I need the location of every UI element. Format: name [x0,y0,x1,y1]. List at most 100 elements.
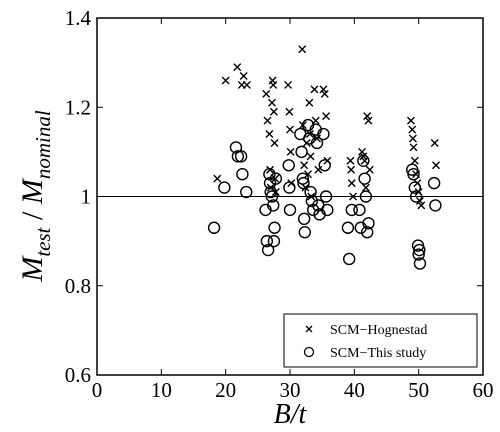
hognestad-point [346,156,355,165]
y-label-m2: M [16,177,49,205]
hognestad-point [417,201,426,210]
hognestad-point [305,98,314,107]
plot-frame [96,17,484,376]
this-study-point [298,225,311,239]
this-study-point [407,167,420,181]
x-tick-label: 50 [408,378,429,402]
this-study-point [283,203,297,217]
hognestad-point [363,112,372,121]
x-tick-label: 20 [215,378,236,402]
hognestad-point [310,85,319,94]
this-study-point [412,248,425,261]
hognestad-point [285,107,294,116]
this-study-point [304,185,317,199]
y-tick-label: 1.2 [65,95,91,119]
y-label-divider: / [16,204,49,227]
x-tick-label: 40 [344,378,365,402]
this-study-point [267,199,280,212]
hognestad-point [359,152,368,161]
this-study-point [357,154,370,168]
hognestad-point [242,80,251,89]
this-study-point [297,176,310,190]
this-study-point [305,194,319,208]
x-axis-label-main: B [274,399,291,430]
this-study-point [429,199,442,212]
hognestad-point [271,174,280,183]
this-study-point [268,221,281,234]
hognestad-point [408,134,417,143]
hognestad-point [365,165,374,174]
this-study-point [341,221,355,234]
hognestad-point [263,116,272,125]
this-study-point [317,127,330,141]
hognestad-point [364,116,373,125]
this-study-point [234,150,248,163]
legend-marker-x [305,325,313,333]
x-tick-label: 60 [473,378,494,402]
this-study-point [362,217,375,230]
this-study-point [345,203,358,217]
hognestad-point [314,165,323,174]
hognestad-point [347,179,356,188]
hognestad-point [266,165,275,174]
this-study-point [283,181,296,194]
y-tick-label: 1 [81,185,92,209]
this-study-point [231,150,245,163]
x-axis-label-rest: /t [289,399,308,430]
this-study-point [353,203,366,217]
hognestad-point [322,112,331,121]
this-study-point [358,172,371,185]
this-study-point [408,181,422,194]
y-label-sub1: test [31,226,55,256]
hognestad-point [347,165,356,174]
this-study-point [413,243,426,257]
this-study-point [265,190,279,203]
hognestad-point [430,138,439,147]
hognestad-point [306,152,315,161]
hognestad-point [284,80,293,89]
y-ticks: 0.6 0.8 1 1.2 1.4 [65,6,483,387]
this-study-point [267,234,281,248]
this-study-point [319,190,333,203]
this-study-point [409,190,423,203]
data-points [207,45,442,270]
hognestad-point [409,143,418,152]
hognestad-point [286,147,295,156]
hognestad-point [361,183,370,192]
this-study-point [342,252,356,266]
x-axis-label: B/t [274,399,308,430]
y-axis-label: Mtest / Mnominal [16,110,55,283]
hognestad-point [213,174,222,183]
this-study-point [207,221,221,234]
hognestad-point [221,76,230,85]
this-study-point [359,190,373,203]
hognestad-point [265,130,274,139]
y-label-sub2: nominal [31,110,55,179]
this-study-point [427,176,441,190]
hognestad-point [269,107,278,116]
this-study-point [310,136,324,150]
y-tick-label: 1.4 [65,6,92,30]
hognestad-point [319,85,328,94]
legend-marker-o [303,346,315,358]
hognestad-point [269,80,278,89]
hognestad-point [304,170,313,179]
this-study-point [261,243,275,257]
y-label-m1: M [16,255,49,283]
this-study-point [295,145,308,159]
this-study-point [240,185,253,199]
hognestad-point [239,72,248,81]
this-study-point [296,172,310,185]
this-study-point [361,225,374,239]
hognestad-point [360,156,369,165]
this-study-point [321,203,334,217]
x-ticks: 0 10 20 30 40 50 60 [92,18,494,402]
hognestad-point [270,138,279,147]
this-study-point [297,212,311,226]
hognestad-point [286,125,294,134]
x-tick-label: 10 [151,378,172,402]
legend-label-this-study: SCM−This study [330,346,426,361]
this-study-point [269,172,283,185]
hognestad-point [300,161,309,170]
